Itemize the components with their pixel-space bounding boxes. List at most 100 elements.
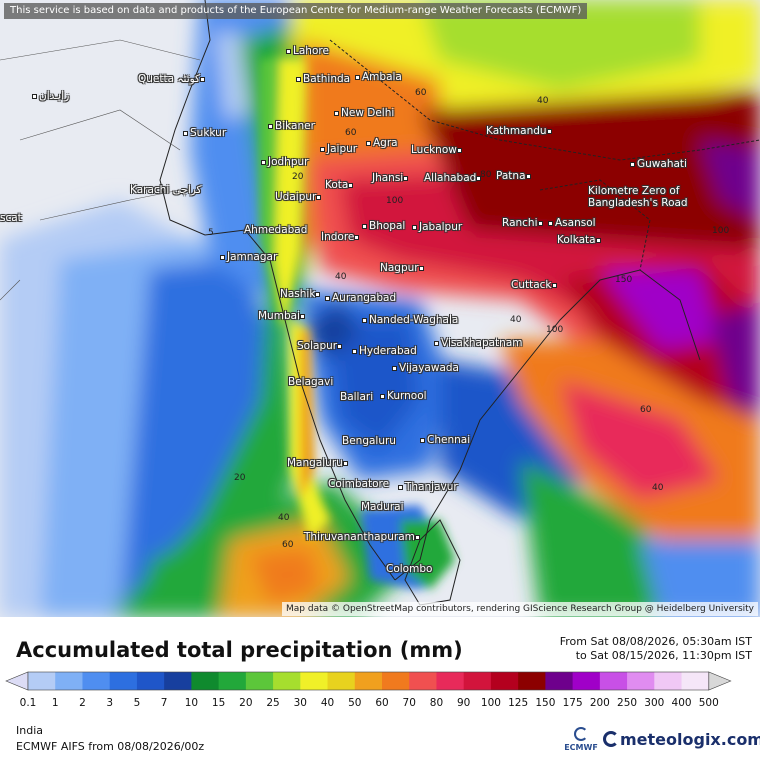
period-from: From Sat 08/08/2026, 05:30am IST xyxy=(559,635,752,648)
city-jaipur: Jaipur xyxy=(320,143,357,155)
precipitation-legend xyxy=(5,671,732,691)
legend-tick-label: 100 xyxy=(480,697,501,709)
region-name: India xyxy=(16,724,43,737)
city-mumbai: Mumbai xyxy=(258,310,307,322)
city-bikaner: Bikaner xyxy=(268,120,315,132)
legend-tick-label: 90 xyxy=(457,697,471,709)
legend-tick-label: 40 xyxy=(320,697,335,709)
legend-tick-label: 3 xyxy=(106,697,114,709)
legend-tick-label: 50 xyxy=(348,697,362,709)
ecmwf-logo[interactable]: ECMWF xyxy=(562,727,600,757)
city-new-delhi: New Delhi xyxy=(334,107,394,119)
city-bathinda: Bathinda xyxy=(296,73,350,85)
data-source-banner: This service is based on data and produc… xyxy=(4,3,588,19)
contour-label: 80 xyxy=(480,170,492,180)
contour-label: 60 xyxy=(282,540,294,550)
city-jabalpur: Jabalpur xyxy=(412,221,462,233)
contour-label: 40 xyxy=(652,483,664,493)
legend-swatch xyxy=(681,672,710,690)
city-madurai: Madurai xyxy=(361,501,404,513)
legend-swatch xyxy=(599,672,628,690)
contour-label: 60 xyxy=(345,128,357,138)
contour-label: 100 xyxy=(712,226,730,236)
legend-swatch xyxy=(518,672,546,690)
city-jhansi: Jhansi xyxy=(372,172,410,184)
city-nashik: Nashik xyxy=(280,288,322,300)
legend-tick-label: 400 xyxy=(671,697,692,709)
legend-swatch xyxy=(382,672,410,690)
legend-tick-label: 70 xyxy=(402,697,416,709)
city-ambala: Ambala xyxy=(355,71,402,83)
city-muscat: scat xyxy=(0,212,22,224)
city-guwahati: Guwahati xyxy=(630,158,687,170)
legend-swatch xyxy=(245,672,274,690)
city-patna: Patna xyxy=(496,170,533,182)
legend-swatch xyxy=(354,672,383,690)
city-mangaluru: Mangaluru xyxy=(287,457,350,469)
legend-swatch xyxy=(109,672,138,690)
city-solapur: Solapur xyxy=(297,340,344,352)
city-chennai: Chennai xyxy=(420,434,470,446)
city-vijayawada: Vijayawada xyxy=(392,362,459,374)
contour-label: 20 xyxy=(234,473,246,483)
model-run: ECMWF AIFS from 08/08/2026/00z xyxy=(16,740,205,753)
legend-frame xyxy=(27,671,710,691)
legend-swatch xyxy=(191,672,220,690)
legend-tick-label: 80 xyxy=(429,697,444,709)
contour-label: 5 xyxy=(208,228,214,238)
legend-tick-label: 20 xyxy=(239,697,253,709)
contour-label: 20 xyxy=(292,172,304,182)
city-belagavi: Belagavi xyxy=(288,376,334,388)
legend-tick-label: 5 xyxy=(133,697,141,709)
period-to: to Sat 08/15/2026, 11:30pm IST xyxy=(575,649,752,662)
city-colombo: Colombo xyxy=(386,563,433,575)
city-allahabad: Allahabad xyxy=(424,172,483,184)
city-lahore: Lahore xyxy=(286,45,329,57)
city-indore: Indore xyxy=(321,231,361,243)
city-ranchi: Ranchi xyxy=(502,217,545,229)
legend-tick-label: 10 xyxy=(184,697,199,709)
city-kota: Kota xyxy=(325,179,355,191)
city-kurnool: Kurnool xyxy=(380,390,427,402)
contour-label: 40 xyxy=(510,315,522,325)
city-kathmandu: Kathmandu xyxy=(486,125,554,137)
legend-swatch xyxy=(545,672,574,690)
legend-tick-label: 7 xyxy=(160,697,168,709)
meteologix-mark-icon xyxy=(603,731,619,747)
city-thiruvananthapuram: Thiruvananthapuram xyxy=(304,531,422,543)
city-ahmedabad: Ahmedabad xyxy=(244,224,308,236)
contour-label: 150 xyxy=(615,275,633,285)
city-kolkata: Kolkata xyxy=(557,234,603,246)
contour-label: 100 xyxy=(546,325,564,335)
city-quetta: Quetta کوئٹہ xyxy=(138,73,207,85)
city-visakhapatnam: Visakhapatnam xyxy=(434,337,522,349)
meteologix-logo[interactable]: meteologix.com xyxy=(603,730,760,749)
city-hyderabad: Hyderabad xyxy=(352,345,417,357)
contour-label: 40 xyxy=(278,513,290,523)
legend-swatch xyxy=(55,672,83,690)
city-agra: Agra xyxy=(366,137,398,149)
precipitation-map[interactable] xyxy=(0,0,760,617)
precipitation-field xyxy=(0,0,760,617)
legend-tick-label: 300 xyxy=(644,697,665,709)
city-asansol: Asansol xyxy=(548,217,596,229)
legend-tick-label: 150 xyxy=(535,697,556,709)
city-aurangabad: Aurangabad xyxy=(325,292,396,304)
city-jodhpur: Jodhpur xyxy=(261,156,308,168)
legend-tick-label: 200 xyxy=(589,697,610,709)
legend-tick-label: 30 xyxy=(293,697,307,709)
legend-swatch xyxy=(627,672,655,690)
city-coimbatore: Coimbatore xyxy=(328,478,390,490)
city-zahedan: زاہدان xyxy=(32,90,69,102)
legend-tick-label: 60 xyxy=(375,697,389,709)
legend-swatch xyxy=(28,672,56,690)
city-karachi: Karachi کراچی xyxy=(130,184,202,196)
legend-tick-label: 125 xyxy=(508,697,529,709)
page-title: Accumulated total precipitation (mm) xyxy=(16,638,463,662)
legend-swatch xyxy=(490,672,519,690)
contour-label: 100 xyxy=(386,196,404,206)
legend-swatch xyxy=(436,672,465,690)
legend-arrow-low xyxy=(5,671,29,691)
city-nagpur: Nagpur xyxy=(380,262,426,274)
legend-swatch xyxy=(654,672,683,690)
